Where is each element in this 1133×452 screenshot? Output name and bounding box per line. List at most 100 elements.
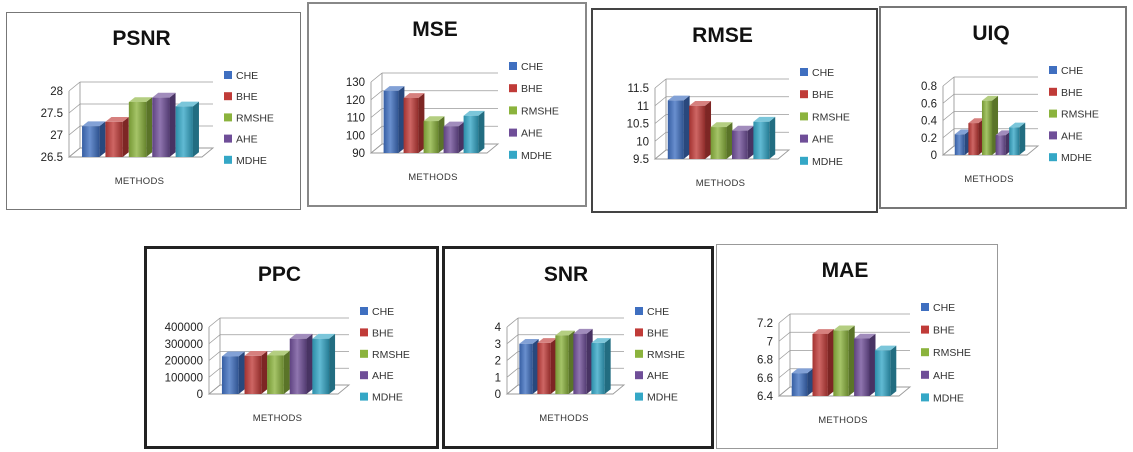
legend-label-mdhe: MDHE — [647, 392, 678, 404]
bar-bhe — [404, 93, 425, 153]
y-tick-label: 0 — [495, 389, 501, 401]
bar-mdhe — [312, 334, 335, 394]
legend-label-ahe: AHE — [647, 370, 669, 382]
y-tick-label: 9.5 — [633, 154, 649, 166]
gridline-depth — [371, 126, 382, 135]
bar-front — [537, 343, 550, 394]
bar-side — [284, 351, 290, 394]
y-tick-label: 100000 — [165, 372, 203, 384]
legend-label-ahe: AHE — [372, 370, 394, 382]
bar-che — [519, 339, 538, 394]
gridline-depth — [943, 77, 954, 86]
legend-swatch-che — [1049, 66, 1057, 74]
legend-label-bhe: BHE — [933, 325, 955, 337]
x-axis-label: METHODS — [818, 415, 868, 426]
y-tick-label: 0.8 — [921, 81, 937, 93]
gridline-depth — [943, 112, 954, 121]
bar-rmshe — [267, 351, 290, 394]
gridline-depth — [69, 126, 80, 135]
y-tick-label: 110 — [347, 113, 365, 125]
legend-swatch-rmshe — [224, 113, 232, 121]
bar-front — [519, 344, 532, 394]
bar-side — [1019, 123, 1025, 155]
legend-label-bhe: BHE — [372, 327, 394, 339]
gridline-depth — [507, 335, 518, 344]
legend-swatch-bhe — [800, 90, 808, 98]
y-tick-label: 130 — [346, 77, 365, 89]
y-tick-label: 2 — [495, 356, 501, 368]
bar-front — [267, 355, 284, 394]
legend-label-rmshe: RMSHE — [812, 111, 850, 123]
gridline-depth — [371, 91, 382, 100]
gridline-depth — [943, 129, 954, 138]
y-tick-label: 10 — [636, 136, 649, 148]
bar-front — [573, 334, 586, 394]
legend-swatch-rmshe — [800, 112, 808, 120]
bar-mdhe — [753, 117, 775, 159]
bar-front — [753, 122, 769, 159]
gridline-depth — [655, 97, 666, 106]
y-tick-label: 120 — [346, 95, 365, 107]
bar-side — [261, 351, 267, 394]
gridline-depth — [371, 109, 382, 118]
y-tick-label: 11.5 — [627, 83, 649, 95]
bar-side — [705, 101, 711, 159]
gridline-depth — [779, 314, 790, 323]
bar-ahe — [854, 334, 875, 396]
bar-front — [176, 106, 193, 157]
gridline-depth — [655, 79, 666, 88]
gridline-depth — [209, 368, 220, 377]
chart-title-mae: MAE — [822, 259, 869, 282]
legend-swatch-mdhe — [800, 157, 808, 165]
legend-swatch-ahe — [1049, 131, 1057, 139]
bar-front — [245, 356, 262, 394]
chart-panel-uiq: UIQ 0.8 0.6 0.4 0.2 0 METHODS CHE BHE RMSHE AHE MDH… — [879, 6, 1127, 209]
legend-label-che: CHE — [647, 306, 669, 318]
bar-che — [668, 96, 690, 159]
legend-label-bhe: BHE — [236, 91, 258, 103]
gridline-depth — [655, 132, 666, 141]
bar-ahe — [732, 126, 754, 159]
x-axis-label: METHODS — [115, 176, 165, 187]
chart-svg: RMSE11.51110.5109.5METHODSCHEBHERMSHEAHE… — [593, 10, 876, 211]
y-tick-label: 0.2 — [921, 133, 937, 145]
legend-swatch-rmshe — [509, 106, 517, 114]
y-tick-label: 27.5 — [41, 108, 63, 120]
chart-title-psnr: PSNR — [112, 27, 170, 50]
legend-swatch-bhe — [224, 92, 232, 100]
chart-panel-psnr: PSNR 28 27.5 27 26.5 METHODS CHE BHE RMSHE AHE MDH… — [6, 12, 301, 210]
bar-bhe — [105, 117, 128, 157]
legend-label-che: CHE — [236, 70, 258, 82]
bar-side — [329, 334, 335, 394]
bar-che — [82, 121, 105, 157]
legend-swatch-ahe — [360, 371, 368, 379]
bar-mdhe — [464, 111, 485, 153]
bar-rmshe — [129, 97, 152, 157]
x-axis-label: METHODS — [696, 178, 746, 189]
legend-swatch-mdhe — [1049, 153, 1057, 161]
bar-side — [807, 368, 813, 396]
x-axis-label: METHODS — [964, 174, 1014, 185]
gridline-depth — [779, 351, 790, 360]
gridline-depth — [371, 73, 382, 82]
bar-che — [384, 86, 405, 153]
chart-title-snr: SNR — [544, 263, 588, 286]
bar-side — [146, 97, 152, 157]
bar-front — [312, 339, 329, 394]
legend-label-rmshe: RMSHE — [933, 347, 971, 359]
legend-swatch-rmshe — [1049, 110, 1057, 118]
bar-side — [849, 326, 855, 397]
legend-label-bhe: BHE — [1061, 87, 1083, 99]
chart-svg: MSE 130 120 110 100 90 METHODS CHE BHE RMSHE AHE MD… — [309, 4, 585, 205]
legend-label-mdhe: MDHE — [236, 155, 267, 167]
legend-label-bhe: BHE — [647, 327, 669, 339]
legend-label-mdhe: MDHE — [1061, 152, 1092, 164]
bar-bhe — [689, 101, 711, 159]
bar-front — [955, 134, 965, 155]
y-tick-label: 7.2 — [757, 318, 773, 330]
legend-label-rmshe: RMSHE — [236, 112, 274, 124]
gridline-depth — [209, 352, 220, 361]
bar-side — [193, 102, 199, 157]
legend-swatch-ahe — [635, 371, 643, 379]
legend-swatch-che — [800, 68, 808, 76]
